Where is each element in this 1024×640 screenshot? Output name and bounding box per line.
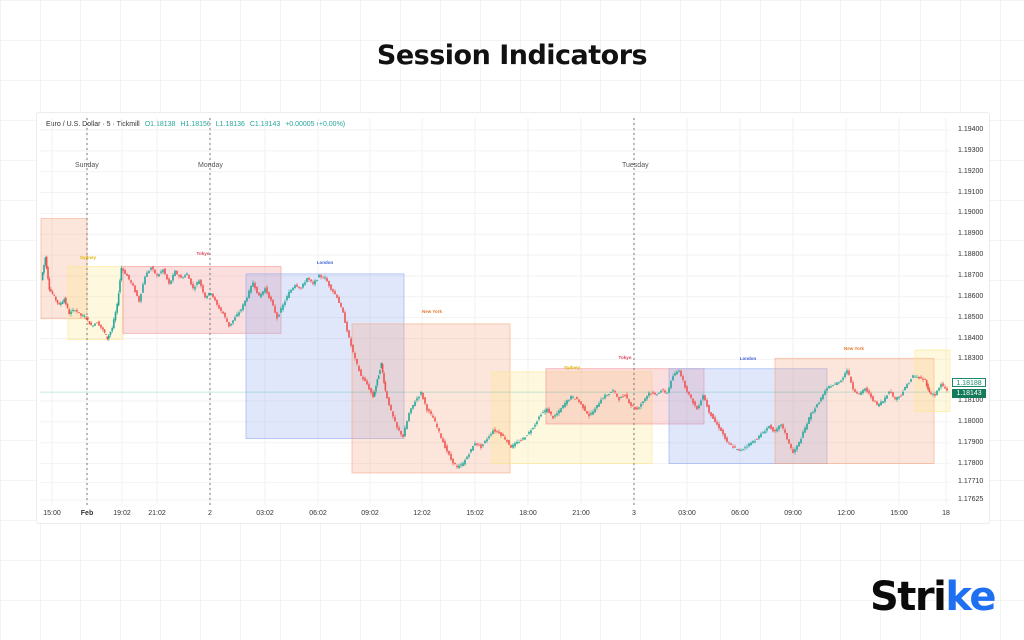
price-tick-label: 1.19200 bbox=[958, 167, 984, 175]
time-tick-label: 15:00 bbox=[43, 510, 61, 517]
session-label: London bbox=[316, 260, 334, 266]
session-label: Sydney bbox=[563, 364, 581, 370]
price-tick-label: 1.18900 bbox=[958, 230, 984, 238]
price-tick-label: 1.18000 bbox=[958, 417, 984, 425]
price-tick-label: 1.18800 bbox=[958, 251, 984, 259]
price-tick-label: 1.18400 bbox=[958, 334, 984, 342]
time-tick-label: 15:00 bbox=[890, 510, 908, 517]
price-tick-label: 1.17625 bbox=[958, 496, 984, 504]
instrument-name: Euro / U.S. Dollar · 5 · Tickmill bbox=[46, 121, 140, 128]
page-title: Session Indicators bbox=[376, 40, 648, 71]
session-box-tokyo bbox=[122, 266, 282, 334]
session-box-sydney bbox=[914, 349, 951, 412]
close-price-tag: 1.18143 bbox=[952, 389, 986, 399]
session-box-london bbox=[668, 368, 828, 465]
time-tick-label: 18 bbox=[942, 510, 950, 517]
day-separator-label: Sunday bbox=[75, 162, 99, 169]
time-tick-label: 3 bbox=[632, 510, 636, 517]
time-tick-label: 21:02 bbox=[148, 510, 166, 517]
time-tick-label: Feb bbox=[80, 510, 94, 517]
session-label: Tokyo bbox=[196, 251, 210, 257]
ohlc-open: O1.18138 bbox=[144, 121, 176, 128]
time-tick-label: 2 bbox=[208, 510, 212, 517]
price-tick-label: 1.18100 bbox=[958, 397, 984, 405]
price-tick-label: 1.18300 bbox=[958, 355, 984, 363]
brand-logo: Strike bbox=[870, 574, 997, 620]
session-box-new-york bbox=[774, 357, 935, 464]
session-label: Sydney bbox=[79, 255, 97, 261]
session-label: London bbox=[739, 356, 757, 362]
price-change: +0.00005 (+0.00%) bbox=[285, 121, 346, 128]
price-tick-label: 1.18600 bbox=[958, 292, 984, 300]
session-box-sydney bbox=[67, 266, 124, 340]
time-tick-label: 19:02 bbox=[113, 510, 131, 517]
day-separator-label: Tuesday bbox=[622, 162, 649, 169]
time-tick-label: 12:00 bbox=[837, 510, 855, 517]
price-tick-label: 1.17800 bbox=[958, 459, 984, 467]
last-price-tag: 1.18188 bbox=[952, 377, 986, 387]
price-tick-label: 1.19100 bbox=[958, 188, 984, 196]
session-label: Tokyo bbox=[618, 355, 632, 361]
session-label: New York bbox=[421, 309, 443, 315]
time-tick-label: 15:02 bbox=[466, 510, 484, 517]
price-tick-label: 1.17710 bbox=[958, 478, 984, 486]
price-tick-label: 1.19400 bbox=[958, 126, 984, 133]
session-box-new-york bbox=[351, 323, 511, 474]
time-tick-label: 09:00 bbox=[784, 510, 802, 517]
price-tick-label: 1.19300 bbox=[958, 146, 984, 154]
time-tick-label: 12:02 bbox=[413, 510, 431, 517]
price-tick-label: 1.18500 bbox=[958, 313, 984, 321]
time-tick-label: 06:00 bbox=[731, 510, 749, 517]
time-tick-label: 03:02 bbox=[256, 510, 274, 517]
time-tick-label: 06:02 bbox=[309, 510, 327, 517]
day-separator-label: Monday bbox=[198, 162, 223, 169]
brand-name-accent: ke bbox=[945, 574, 996, 620]
ohlc-high: H1.18156 bbox=[180, 121, 211, 128]
brand-name-main: Stri bbox=[870, 574, 947, 620]
price-tick-label: 1.19000 bbox=[958, 209, 984, 217]
time-tick-label: 18:00 bbox=[519, 510, 537, 517]
price-tick-label: 1.18700 bbox=[958, 271, 984, 279]
time-tick-label: 21:00 bbox=[572, 510, 590, 517]
time-tick-label: 09:02 bbox=[361, 510, 379, 517]
price-tick-label: 1.17900 bbox=[958, 438, 984, 446]
session-label: New York bbox=[843, 345, 865, 351]
session-box-sydney bbox=[491, 371, 653, 464]
time-tick-label: 03:00 bbox=[678, 510, 696, 517]
ohlc-low: L1.18136 bbox=[215, 121, 245, 128]
